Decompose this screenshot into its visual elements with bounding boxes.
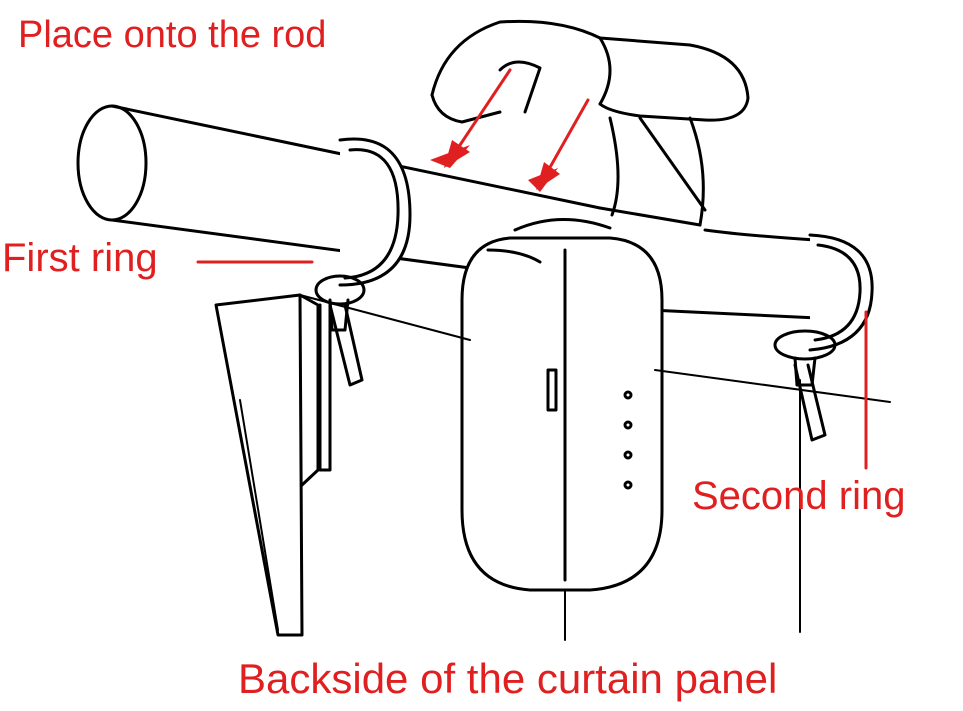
clip-device [460,218,664,592]
backside-label: Backside of the curtain panel [238,655,778,702]
curtain-panel [214,293,320,637]
second-ring-label: Second ring [692,474,906,518]
second-ring-shape [654,233,891,633]
place-arrow-1 [448,68,512,162]
hand [430,19,817,242]
fabric-lines [299,294,566,641]
place-onto-rod-label: Place onto the rod [18,14,327,56]
first-ring-label: First ring [2,236,158,280]
first-ring-shape [314,137,412,472]
